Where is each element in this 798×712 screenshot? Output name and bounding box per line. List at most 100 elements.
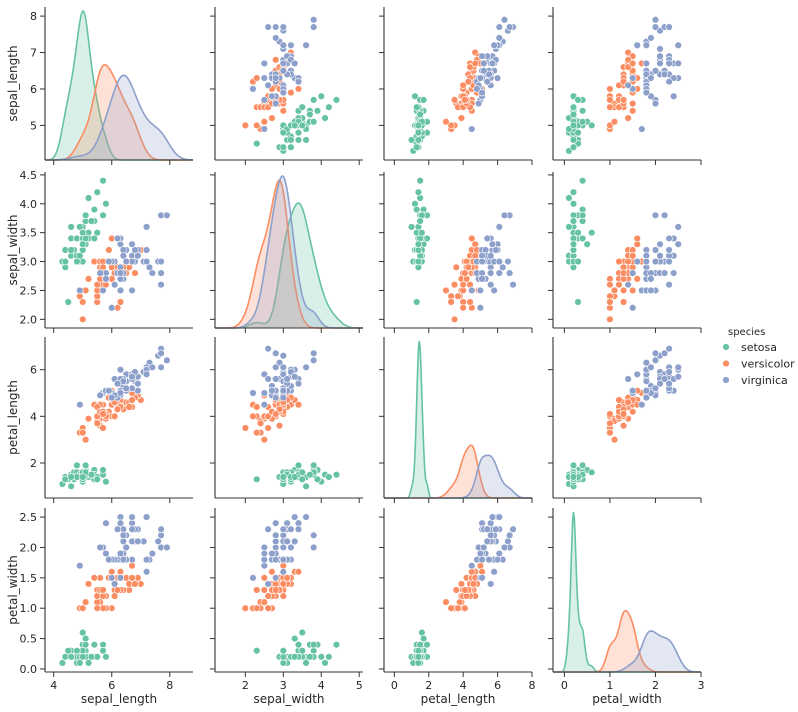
point-virginica bbox=[665, 280, 673, 289]
point-virginica bbox=[495, 549, 503, 558]
point-virginica bbox=[102, 275, 110, 283]
point-virginica bbox=[642, 257, 651, 266]
point-virginica bbox=[490, 41, 498, 49]
point-virginica bbox=[76, 400, 84, 409]
subplot-petal_length-vs-sepal_length: 2 4 6 bbox=[30, 337, 193, 503]
point-virginica bbox=[157, 525, 165, 533]
point-virginica bbox=[142, 555, 151, 564]
point-setosa bbox=[290, 121, 299, 130]
point-virginica bbox=[309, 531, 318, 540]
x-tick-label: 6 bbox=[494, 679, 501, 692]
point-virginica bbox=[105, 257, 113, 266]
kde-fill-versicolor bbox=[553, 610, 701, 672]
point-virginica bbox=[478, 275, 486, 283]
point-setosa bbox=[578, 107, 587, 115]
point-virginica bbox=[665, 246, 673, 254]
point-virginica bbox=[110, 580, 119, 588]
x-tick-label: 8 bbox=[529, 679, 536, 692]
point-virginica bbox=[119, 531, 128, 540]
point-virginica bbox=[249, 85, 257, 93]
point-virginica bbox=[478, 52, 486, 60]
x-axis-label-petal_width: petal_width bbox=[592, 692, 661, 706]
x-axis-label-petal_length: petal_length bbox=[421, 692, 496, 706]
point-setosa bbox=[84, 194, 93, 202]
point-virginica bbox=[264, 81, 272, 90]
point-virginica bbox=[651, 384, 660, 393]
point-virginica bbox=[674, 59, 682, 68]
point-versicolor bbox=[260, 435, 269, 444]
point-virginica bbox=[287, 543, 295, 552]
point-virginica bbox=[128, 240, 136, 248]
point-virginica bbox=[656, 45, 664, 53]
point-setosa bbox=[414, 188, 423, 196]
point-versicolor bbox=[294, 568, 303, 576]
point-setosa bbox=[565, 194, 573, 202]
point-virginica bbox=[487, 252, 495, 260]
point-virginica bbox=[264, 525, 272, 533]
point-versicolor bbox=[131, 580, 139, 588]
subplot-sepal_width-vs-sepal_width bbox=[210, 172, 364, 333]
point-versicolor bbox=[457, 580, 466, 588]
point-virginica bbox=[480, 67, 488, 75]
point-versicolor bbox=[454, 292, 462, 300]
point-virginica bbox=[105, 386, 113, 395]
kde-line-virginica bbox=[45, 74, 194, 161]
point-virginica bbox=[96, 391, 104, 400]
point-setosa bbox=[279, 659, 288, 667]
point-setosa bbox=[569, 110, 578, 119]
point-setosa bbox=[298, 647, 306, 655]
point-virginica bbox=[485, 70, 493, 79]
point-virginica bbox=[478, 257, 486, 266]
point-virginica bbox=[476, 74, 485, 82]
point-virginica bbox=[260, 59, 269, 68]
point-virginica bbox=[474, 99, 483, 108]
point-virginica bbox=[142, 223, 151, 231]
point-virginica bbox=[279, 41, 288, 49]
point-setosa bbox=[578, 118, 587, 126]
point-virginica bbox=[499, 263, 507, 272]
point-versicolor bbox=[606, 410, 614, 418]
point-versicolor bbox=[128, 574, 136, 582]
point-setosa bbox=[309, 118, 318, 126]
point-setosa bbox=[73, 257, 81, 266]
point-virginica bbox=[116, 269, 125, 277]
point-versicolor bbox=[606, 428, 614, 437]
point-virginica bbox=[493, 555, 502, 564]
point-versicolor bbox=[79, 604, 87, 612]
point-setosa bbox=[325, 103, 333, 111]
point-virginica bbox=[131, 246, 139, 254]
point-virginica bbox=[134, 379, 142, 388]
point-virginica bbox=[157, 280, 165, 289]
subplot-petal_width-vs-petal_length: 0 2 4 6 8 bbox=[379, 508, 536, 692]
point-setosa bbox=[279, 143, 288, 151]
point-versicolor bbox=[268, 114, 276, 122]
point-virginica bbox=[674, 372, 682, 381]
point-versicolor bbox=[99, 586, 107, 594]
point-versicolor bbox=[452, 586, 460, 594]
point-virginica bbox=[483, 525, 491, 533]
point-setosa bbox=[574, 128, 582, 137]
subplot-petal_width-vs-petal_width: 0 1 2 3 bbox=[548, 508, 705, 692]
point-virginica bbox=[154, 537, 162, 546]
point-setosa bbox=[253, 647, 261, 655]
point-virginica bbox=[279, 393, 288, 402]
point-versicolor bbox=[610, 118, 619, 126]
point-versicolor bbox=[241, 424, 250, 432]
y-axis-label-sepal_length: sepal_length bbox=[6, 45, 20, 121]
point-virginica bbox=[628, 74, 637, 82]
point-setosa bbox=[79, 653, 87, 661]
y-tick-label: 4 bbox=[30, 410, 37, 423]
y-tick-label: 4.0 bbox=[20, 198, 38, 211]
point-virginica bbox=[76, 286, 84, 295]
point-virginica bbox=[660, 375, 669, 383]
y-tick-label: 4.5 bbox=[20, 169, 38, 182]
point-virginica bbox=[488, 240, 497, 248]
point-setosa bbox=[253, 475, 261, 484]
point-virginica bbox=[287, 41, 295, 49]
point-virginica bbox=[113, 525, 122, 533]
point-virginica bbox=[674, 41, 682, 49]
point-setosa bbox=[279, 473, 288, 481]
point-virginica bbox=[651, 67, 660, 75]
point-setosa bbox=[414, 257, 423, 266]
point-setosa bbox=[321, 114, 329, 122]
